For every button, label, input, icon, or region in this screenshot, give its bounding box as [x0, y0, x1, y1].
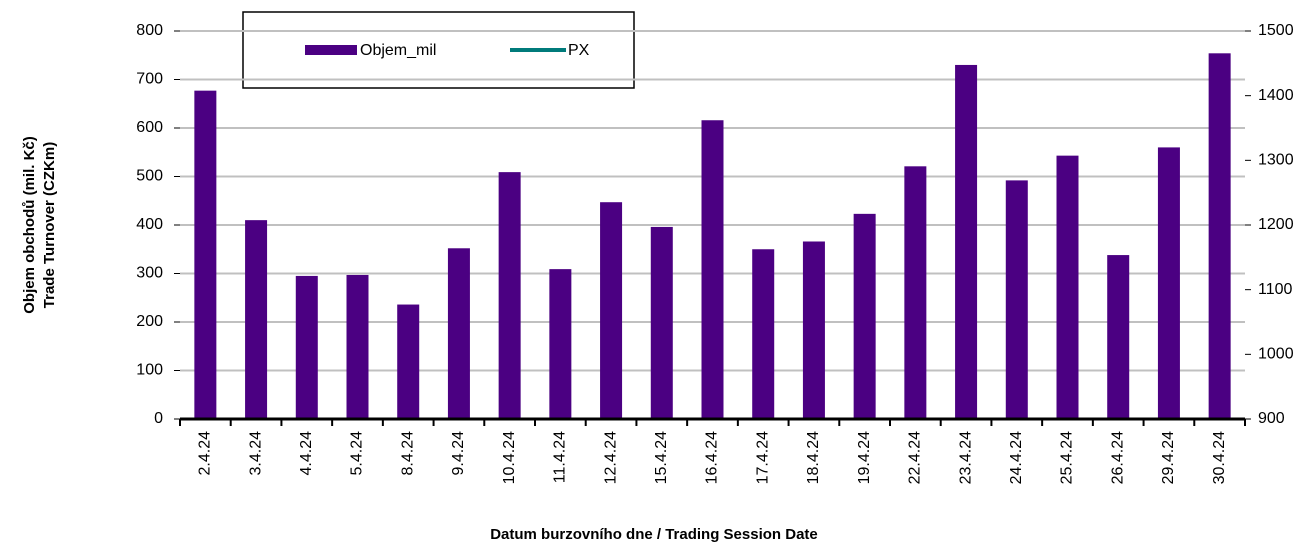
bar — [549, 269, 572, 419]
x-tick-label: 11.4.24 — [552, 431, 569, 483]
x-tick-label: 18.4.24 — [805, 431, 822, 484]
y-tick-label: 300 — [136, 265, 163, 282]
y2-tick-label: 1400 — [1258, 87, 1294, 104]
x-tick-label: 3.4.24 — [247, 431, 264, 476]
bar — [346, 274, 369, 419]
bar — [295, 275, 318, 419]
y2-tick-label: 1500 — [1258, 22, 1294, 39]
bar — [650, 226, 673, 419]
bar — [904, 166, 927, 419]
x-tick-label: 12.4.24 — [602, 431, 619, 484]
x-tick-label: 9.4.24 — [450, 431, 467, 476]
y-axis-title: Objem obchodů (mil. Kč) — [21, 136, 38, 314]
x-tick-label: 30.4.24 — [1211, 431, 1228, 484]
bar — [194, 90, 217, 419]
x-tick-label: 4.4.24 — [298, 431, 315, 476]
y-tick-label: 500 — [136, 168, 163, 185]
x-tick-label: 22.4.24 — [907, 431, 924, 484]
bar — [1005, 180, 1028, 419]
y-axis-title: Trade Turnover (CZKm) — [41, 142, 58, 308]
bar — [1208, 53, 1231, 420]
bar — [447, 248, 470, 419]
x-tick-label: 19.4.24 — [856, 431, 873, 484]
bar — [955, 64, 978, 419]
bar — [802, 241, 825, 419]
x-tick-label: 16.4.24 — [704, 431, 721, 484]
x-tick-label: 26.4.24 — [1109, 431, 1126, 484]
x-tick-label: 2.4.24 — [197, 431, 214, 476]
x-tick-label: 24.4.24 — [1008, 431, 1025, 484]
x-tick-label: 5.4.24 — [349, 431, 366, 476]
legend-swatch — [305, 45, 357, 55]
bar — [853, 213, 876, 419]
y2-tick-label: 1000 — [1258, 346, 1294, 363]
y2-tick-label: 1100 — [1258, 281, 1293, 298]
y-tick-label: 0 — [154, 410, 163, 427]
x-tick-label: 15.4.24 — [653, 431, 670, 484]
x-tick-label: 29.4.24 — [1160, 431, 1177, 484]
bar — [245, 220, 268, 419]
legend-label: Objem_mil — [360, 42, 436, 59]
x-tick-label: 8.4.24 — [399, 431, 416, 476]
y2-tick-label: 1200 — [1258, 216, 1294, 233]
y2-tick-label: 900 — [1258, 410, 1285, 427]
x-tick-label: 17.4.24 — [754, 431, 771, 484]
y-tick-label: 600 — [136, 119, 163, 136]
bar — [1107, 255, 1130, 419]
y-tick-label: 100 — [136, 362, 163, 379]
bar — [752, 249, 775, 419]
y2-tick-label: 1300 — [1258, 152, 1294, 169]
y-tick-label: 400 — [136, 216, 163, 233]
x-tick-label: 10.4.24 — [501, 431, 518, 484]
legend-label: PX — [568, 42, 590, 59]
x-tick-label: 25.4.24 — [1059, 431, 1076, 484]
y-tick-label: 700 — [136, 71, 163, 88]
x-tick-label: 23.4.24 — [957, 431, 974, 484]
x-axis-title: Datum burzovního dne / Trading Session D… — [490, 526, 818, 543]
bar — [397, 304, 420, 419]
y-tick-label: 800 — [136, 22, 163, 39]
y-tick-label: 200 — [136, 313, 163, 330]
bar — [1157, 147, 1180, 419]
bar — [600, 202, 623, 419]
bar — [701, 120, 724, 420]
bar — [1056, 155, 1079, 419]
bar — [498, 172, 521, 419]
